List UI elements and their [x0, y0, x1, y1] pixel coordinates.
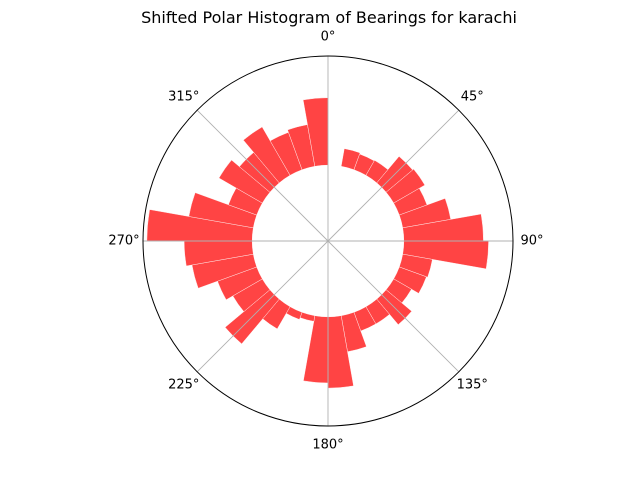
angle-tick-label-180: 180° [312, 438, 343, 453]
histogram-bar-15 [340, 148, 361, 170]
angular-tick-labels: 0° 45° 90° 135° 180° 225° 270° 315° [108, 30, 543, 453]
grid-spoke-225 [196, 240, 329, 373]
angle-tick-label-315: 315° [168, 89, 199, 104]
histogram-bar-285 [188, 192, 257, 229]
grid-spoke-315 [196, 109, 329, 242]
histogram-bar-275 [146, 209, 254, 242]
histogram-bar-185 [303, 315, 329, 384]
histogram-bar-325 [243, 126, 291, 184]
angle-tick-label-225: 225° [168, 378, 199, 393]
histogram-bar-105 [399, 253, 433, 278]
grid-spoke-135 [327, 240, 460, 373]
angle-tick-label-45: 45° [461, 89, 484, 104]
polar-frame [142, 55, 514, 427]
histogram-bar-115 [393, 266, 427, 294]
histogram-bar-305 [218, 159, 271, 204]
histogram-bar-55 [385, 168, 426, 204]
angle-tick-label-0: 0° [321, 30, 336, 45]
grid-group [143, 56, 513, 426]
angle-tick-label-135: 135° [457, 378, 488, 393]
grid-spoke-45 [327, 109, 460, 242]
angle-tick-label-90: 90° [520, 234, 543, 249]
histogram-bar-195 [299, 312, 316, 322]
histogram-bar-95 [402, 240, 489, 270]
angle-tick-label-270: 270° [108, 234, 139, 249]
bars-group [146, 97, 489, 389]
histogram-bar-5 [327, 164, 342, 167]
chart-title: Shifted Polar Histogram of Bearings for … [141, 8, 517, 27]
